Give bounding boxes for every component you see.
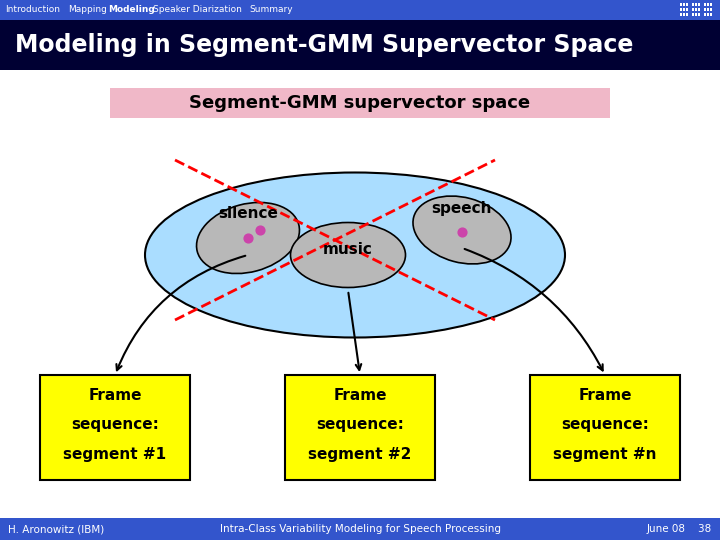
Text: Modeling in Segment-GMM Supervector Space: Modeling in Segment-GMM Supervector Spac… bbox=[15, 33, 634, 57]
Ellipse shape bbox=[290, 222, 405, 287]
Bar bbox=[698, 8, 700, 11]
Text: Frame: Frame bbox=[89, 388, 142, 402]
Text: Frame: Frame bbox=[333, 388, 387, 402]
FancyBboxPatch shape bbox=[530, 375, 680, 480]
Bar bbox=[0, 20, 720, 70]
Bar bbox=[704, 8, 706, 11]
Bar bbox=[692, 13, 694, 16]
Text: Intra-Class Variability Modeling for Speech Processing: Intra-Class Variability Modeling for Spe… bbox=[220, 524, 500, 534]
Bar bbox=[692, 8, 694, 11]
Text: June 08    38: June 08 38 bbox=[647, 524, 712, 534]
Text: Modeling: Modeling bbox=[108, 5, 155, 15]
Bar bbox=[680, 8, 682, 11]
Text: music: music bbox=[323, 242, 373, 258]
Point bbox=[456, 228, 468, 237]
Text: segment #1: segment #1 bbox=[63, 448, 166, 462]
Bar bbox=[707, 13, 709, 16]
Text: Frame: Frame bbox=[578, 388, 631, 402]
Text: Summary: Summary bbox=[250, 5, 294, 15]
FancyBboxPatch shape bbox=[40, 375, 190, 480]
Ellipse shape bbox=[197, 202, 300, 274]
Point bbox=[242, 234, 253, 242]
Bar bbox=[704, 13, 706, 16]
Bar bbox=[0, 518, 720, 540]
Bar bbox=[704, 3, 706, 6]
Bar bbox=[698, 3, 700, 6]
Bar bbox=[0, 0, 720, 20]
Text: silence: silence bbox=[218, 206, 278, 221]
Bar bbox=[710, 13, 712, 16]
Bar bbox=[680, 13, 682, 16]
Bar bbox=[710, 8, 712, 11]
Bar bbox=[683, 3, 685, 6]
Text: sequence:: sequence: bbox=[71, 417, 159, 433]
Bar bbox=[707, 8, 709, 11]
Bar bbox=[707, 3, 709, 6]
Ellipse shape bbox=[145, 172, 565, 338]
Point bbox=[254, 226, 266, 234]
Text: Mapping: Mapping bbox=[68, 5, 107, 15]
Text: segment #n: segment #n bbox=[553, 448, 657, 462]
Bar bbox=[683, 13, 685, 16]
Text: Speaker Diarization: Speaker Diarization bbox=[153, 5, 241, 15]
Bar bbox=[698, 13, 700, 16]
Text: segment #2: segment #2 bbox=[308, 448, 412, 462]
Text: H. Aronowitz (IBM): H. Aronowitz (IBM) bbox=[8, 524, 104, 534]
Bar bbox=[686, 3, 688, 6]
Bar bbox=[692, 3, 694, 6]
Text: Introduction: Introduction bbox=[5, 5, 60, 15]
Text: sequence:: sequence: bbox=[316, 417, 404, 433]
Bar bbox=[710, 3, 712, 6]
Bar bbox=[695, 8, 697, 11]
Text: speech: speech bbox=[432, 200, 492, 215]
Bar bbox=[695, 3, 697, 6]
Ellipse shape bbox=[413, 196, 511, 264]
Bar bbox=[683, 8, 685, 11]
Bar bbox=[680, 3, 682, 6]
Bar bbox=[686, 13, 688, 16]
FancyBboxPatch shape bbox=[285, 375, 435, 480]
Bar bbox=[686, 8, 688, 11]
FancyBboxPatch shape bbox=[110, 88, 610, 118]
Text: Segment-GMM supervector space: Segment-GMM supervector space bbox=[189, 94, 531, 112]
Bar bbox=[695, 13, 697, 16]
Text: sequence:: sequence: bbox=[561, 417, 649, 433]
